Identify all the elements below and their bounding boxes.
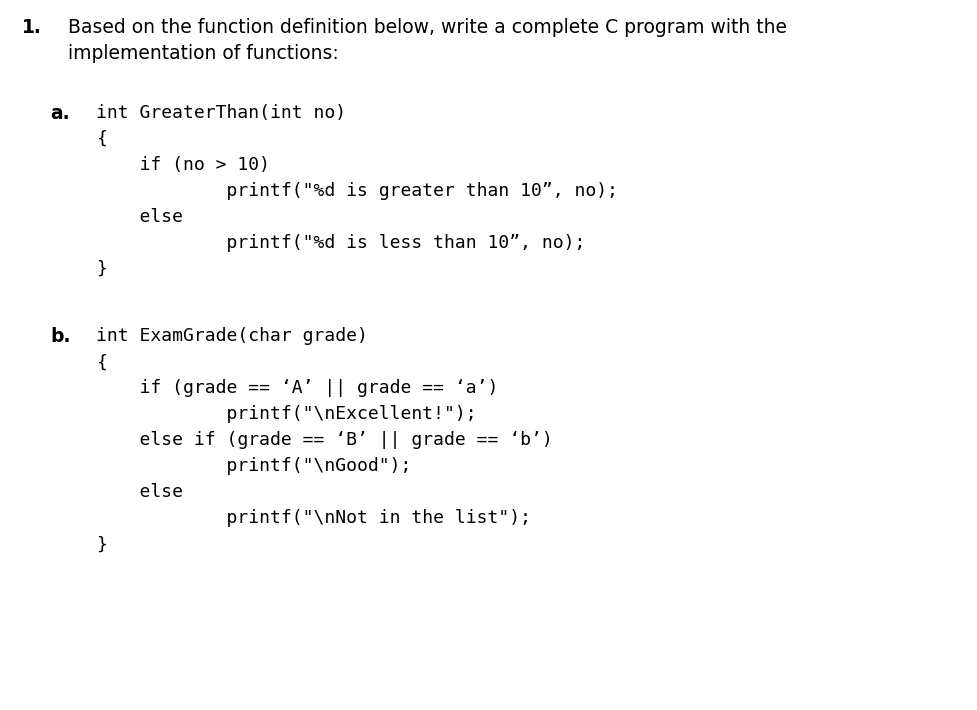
Text: {: { bbox=[96, 130, 106, 148]
Text: }: } bbox=[96, 535, 106, 553]
Text: int GreaterThan(int no): int GreaterThan(int no) bbox=[96, 104, 346, 122]
Text: else: else bbox=[96, 484, 183, 501]
Text: else: else bbox=[96, 208, 183, 226]
Text: Based on the function definition below, write a complete C program with the: Based on the function definition below, … bbox=[68, 18, 786, 37]
Text: printf("\nGood");: printf("\nGood"); bbox=[96, 457, 411, 476]
Text: if (no > 10): if (no > 10) bbox=[96, 155, 270, 174]
Text: printf("\nExcellent!");: printf("\nExcellent!"); bbox=[96, 405, 476, 423]
Text: {: { bbox=[96, 354, 106, 371]
Text: b.: b. bbox=[50, 327, 70, 346]
Text: printf("%d is less than 10”, no);: printf("%d is less than 10”, no); bbox=[96, 234, 585, 252]
Text: printf("\nNot in the list");: printf("\nNot in the list"); bbox=[96, 509, 531, 528]
Text: 1.: 1. bbox=[21, 18, 42, 37]
Text: implementation of functions:: implementation of functions: bbox=[68, 44, 338, 63]
Text: if (grade == ‘A’ || grade == ‘a’): if (grade == ‘A’ || grade == ‘a’) bbox=[96, 379, 498, 398]
Text: a.: a. bbox=[50, 104, 69, 123]
Text: printf("%d is greater than 10”, no);: printf("%d is greater than 10”, no); bbox=[96, 182, 617, 200]
Text: int ExamGrade(char grade): int ExamGrade(char grade) bbox=[96, 327, 367, 345]
Text: }: } bbox=[96, 260, 106, 278]
Text: else if (grade == ‘B’ || grade == ‘b’): else if (grade == ‘B’ || grade == ‘b’) bbox=[96, 432, 552, 449]
